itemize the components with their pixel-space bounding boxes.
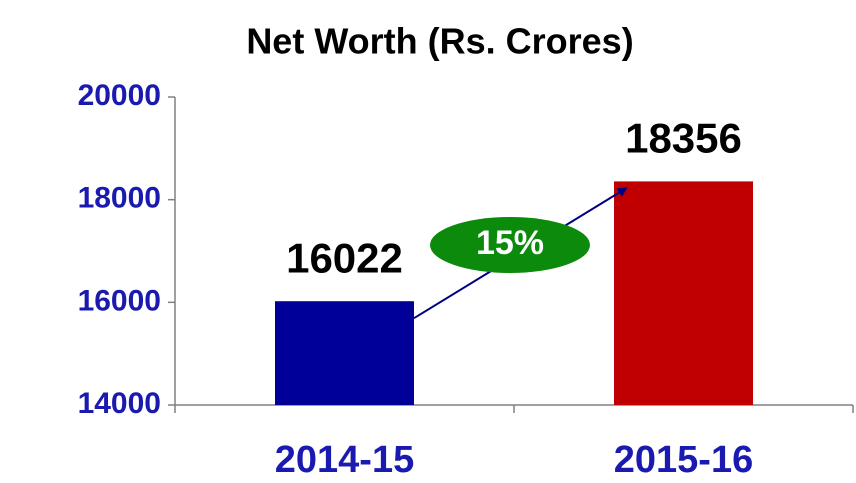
x-tick-label: 2014-15 xyxy=(275,439,414,481)
annotation-badge xyxy=(430,217,590,273)
y-tick-label: 16000 xyxy=(78,284,161,317)
bar xyxy=(275,301,414,405)
x-tick-label: 2015-16 xyxy=(614,439,753,481)
chart-title: Net Worth (Rs. Crores) xyxy=(246,21,633,62)
y-tick-label: 20000 xyxy=(78,79,161,112)
annotation: 15% xyxy=(476,224,544,262)
y-tick-label: 18000 xyxy=(78,182,161,215)
bar xyxy=(614,181,753,405)
y-tick-label: 14000 xyxy=(78,387,161,420)
value-label: 18356 xyxy=(625,114,742,161)
value-label: 16022 xyxy=(286,234,403,281)
